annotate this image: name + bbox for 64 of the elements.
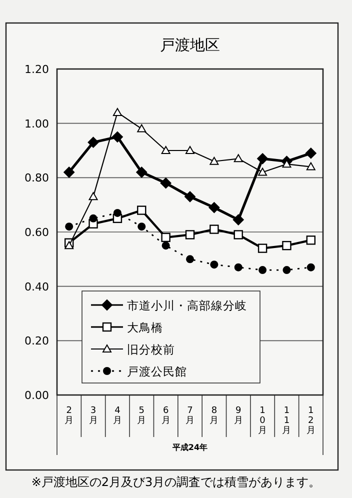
x-tick-label: 5月: [137, 406, 146, 426]
point: [210, 260, 218, 269]
legend-label: 大鳥橋: [127, 320, 163, 334]
point: [88, 136, 99, 148]
point: [137, 124, 146, 132]
point: [138, 222, 146, 231]
point: [186, 146, 194, 154]
point: [161, 232, 170, 242]
point: [185, 230, 195, 240]
point: [306, 263, 315, 272]
point: [234, 154, 243, 162]
point: [184, 191, 196, 202]
point: [64, 166, 75, 178]
x-tick-label: 6月: [161, 406, 170, 426]
x-tick-label: 9月: [234, 406, 243, 426]
x-tick-label: 8月: [210, 406, 219, 426]
x-tick-label: 11月: [282, 406, 292, 436]
y-tick-label: 1.20: [24, 63, 49, 76]
x-tick-label: 12月: [306, 406, 316, 436]
point: [162, 242, 170, 250]
point: [282, 240, 292, 250]
point: [232, 214, 244, 226]
point: [88, 192, 98, 200]
legend-label: 戸渡公民館: [127, 364, 187, 378]
point: [113, 208, 122, 217]
point: [210, 224, 219, 234]
y-tick-label: 0.80: [24, 172, 49, 185]
x-tick-label: 4月: [112, 406, 122, 426]
legend-label: 市道小川・高部線分岐: [127, 298, 247, 312]
point: [186, 255, 194, 264]
point: [136, 166, 148, 178]
point: [234, 263, 242, 272]
x-tick-label: 10月: [258, 406, 268, 436]
point: [112, 108, 122, 116]
y-tick-label: 1.00: [24, 117, 49, 130]
x-tick-label: 2月: [64, 406, 74, 426]
chart-title: 戸渡地区: [160, 36, 220, 54]
point: [258, 168, 268, 176]
text: ※戸渡地区の2月及び3月の調査では積雪があります。: [31, 475, 321, 489]
point: [306, 236, 316, 245]
point: [64, 241, 74, 250]
x-tick-label: 3月: [88, 406, 98, 426]
point: [89, 214, 98, 222]
point: [208, 202, 220, 214]
point: [282, 266, 291, 274]
y-tick-label: 0.20: [24, 334, 49, 348]
point: [257, 153, 268, 164]
point: [234, 230, 243, 240]
point: [258, 244, 268, 253]
y-tick-label: 0.00: [24, 389, 49, 402]
point: [112, 131, 123, 142]
point: [137, 206, 146, 215]
y-tick-label: 0.60: [24, 226, 49, 239]
point: [161, 146, 170, 154]
point: [305, 148, 316, 159]
point: [306, 162, 316, 170]
point: [258, 266, 267, 274]
point: [210, 156, 219, 165]
y-tick-label: 0.40: [24, 280, 49, 294]
x-axis-title: 平成24年: [171, 443, 208, 452]
x-tick-label: 7月: [186, 406, 194, 426]
legend-label: 旧分校前: [127, 342, 175, 356]
point: [160, 178, 172, 189]
point: [65, 222, 74, 231]
